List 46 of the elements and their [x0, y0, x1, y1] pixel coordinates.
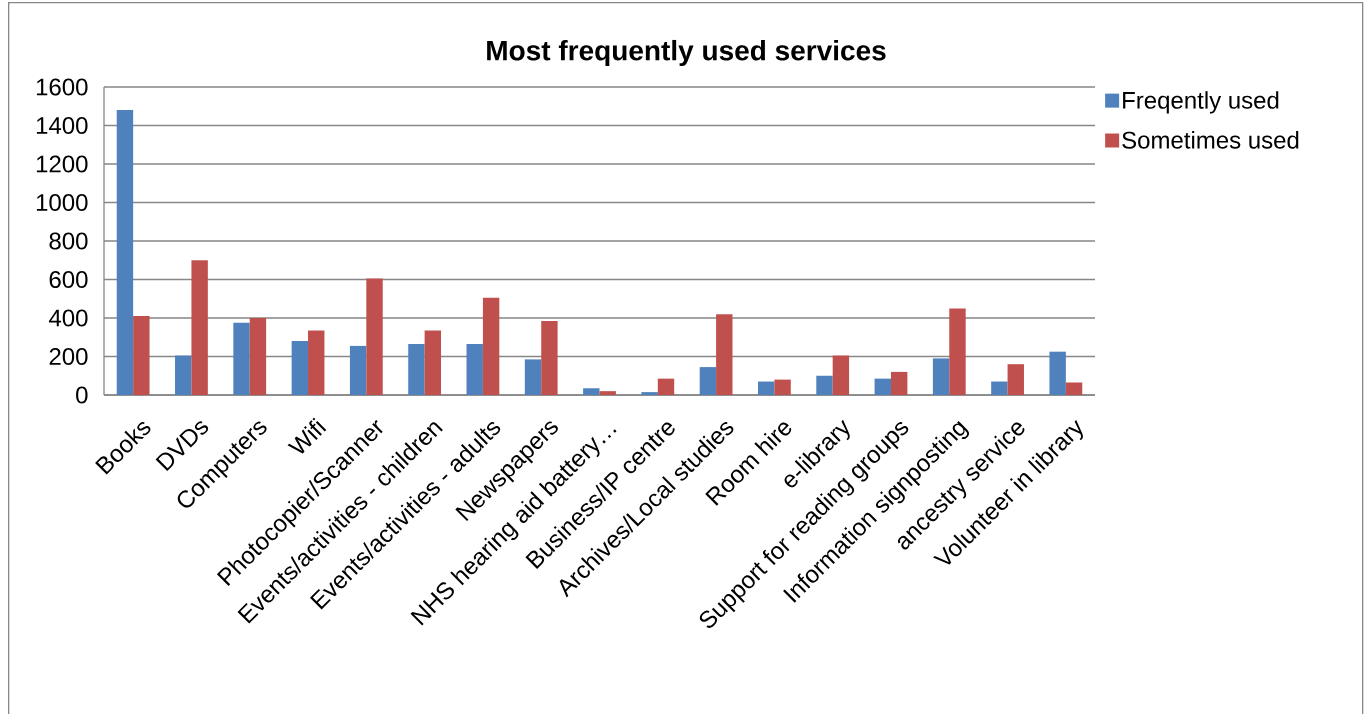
bar	[366, 278, 383, 395]
bar	[657, 378, 675, 395]
bar	[583, 388, 600, 395]
bar	[774, 379, 791, 395]
bar	[408, 343, 425, 395]
y-tick-label: 400	[48, 309, 88, 327]
bar	[133, 316, 150, 395]
y-tick-label: 1600	[36, 78, 88, 96]
bar	[291, 341, 309, 395]
y-tick-label: 200	[49, 348, 88, 365]
bar	[308, 330, 325, 395]
bar	[349, 345, 367, 395]
bar	[482, 297, 500, 395]
bar	[1007, 364, 1024, 395]
y-tick-label: 1000	[36, 193, 88, 211]
bar	[816, 375, 833, 395]
legend-label: Freqently used	[1123, 91, 1279, 114]
bar	[991, 381, 1008, 395]
bar	[249, 318, 267, 395]
bar	[949, 308, 966, 395]
bar	[599, 391, 616, 395]
bar	[466, 343, 483, 395]
y-tick-label: 1200	[36, 155, 88, 173]
bar	[233, 322, 250, 395]
y-tick-label: 800	[49, 232, 88, 250]
bar	[524, 359, 542, 395]
bar	[699, 367, 717, 395]
bar	[541, 320, 558, 395]
legend-label: Sometimes used	[1122, 131, 1299, 149]
y-tick-label: 0	[76, 386, 88, 404]
bar	[424, 330, 442, 395]
bar	[874, 378, 891, 395]
bar	[1065, 382, 1083, 395]
bar	[175, 355, 192, 395]
bar	[1049, 351, 1066, 395]
bar	[716, 314, 733, 395]
bar	[641, 392, 658, 395]
bar	[116, 110, 134, 395]
y-tick-label: 600	[49, 270, 88, 288]
bar	[191, 260, 208, 395]
bar	[832, 355, 850, 395]
bar	[757, 381, 775, 395]
bar	[932, 358, 950, 395]
bar	[890, 371, 908, 395]
y-tick-label: 1400	[36, 116, 88, 134]
chart-title: Most frequently used services	[487, 39, 886, 67]
